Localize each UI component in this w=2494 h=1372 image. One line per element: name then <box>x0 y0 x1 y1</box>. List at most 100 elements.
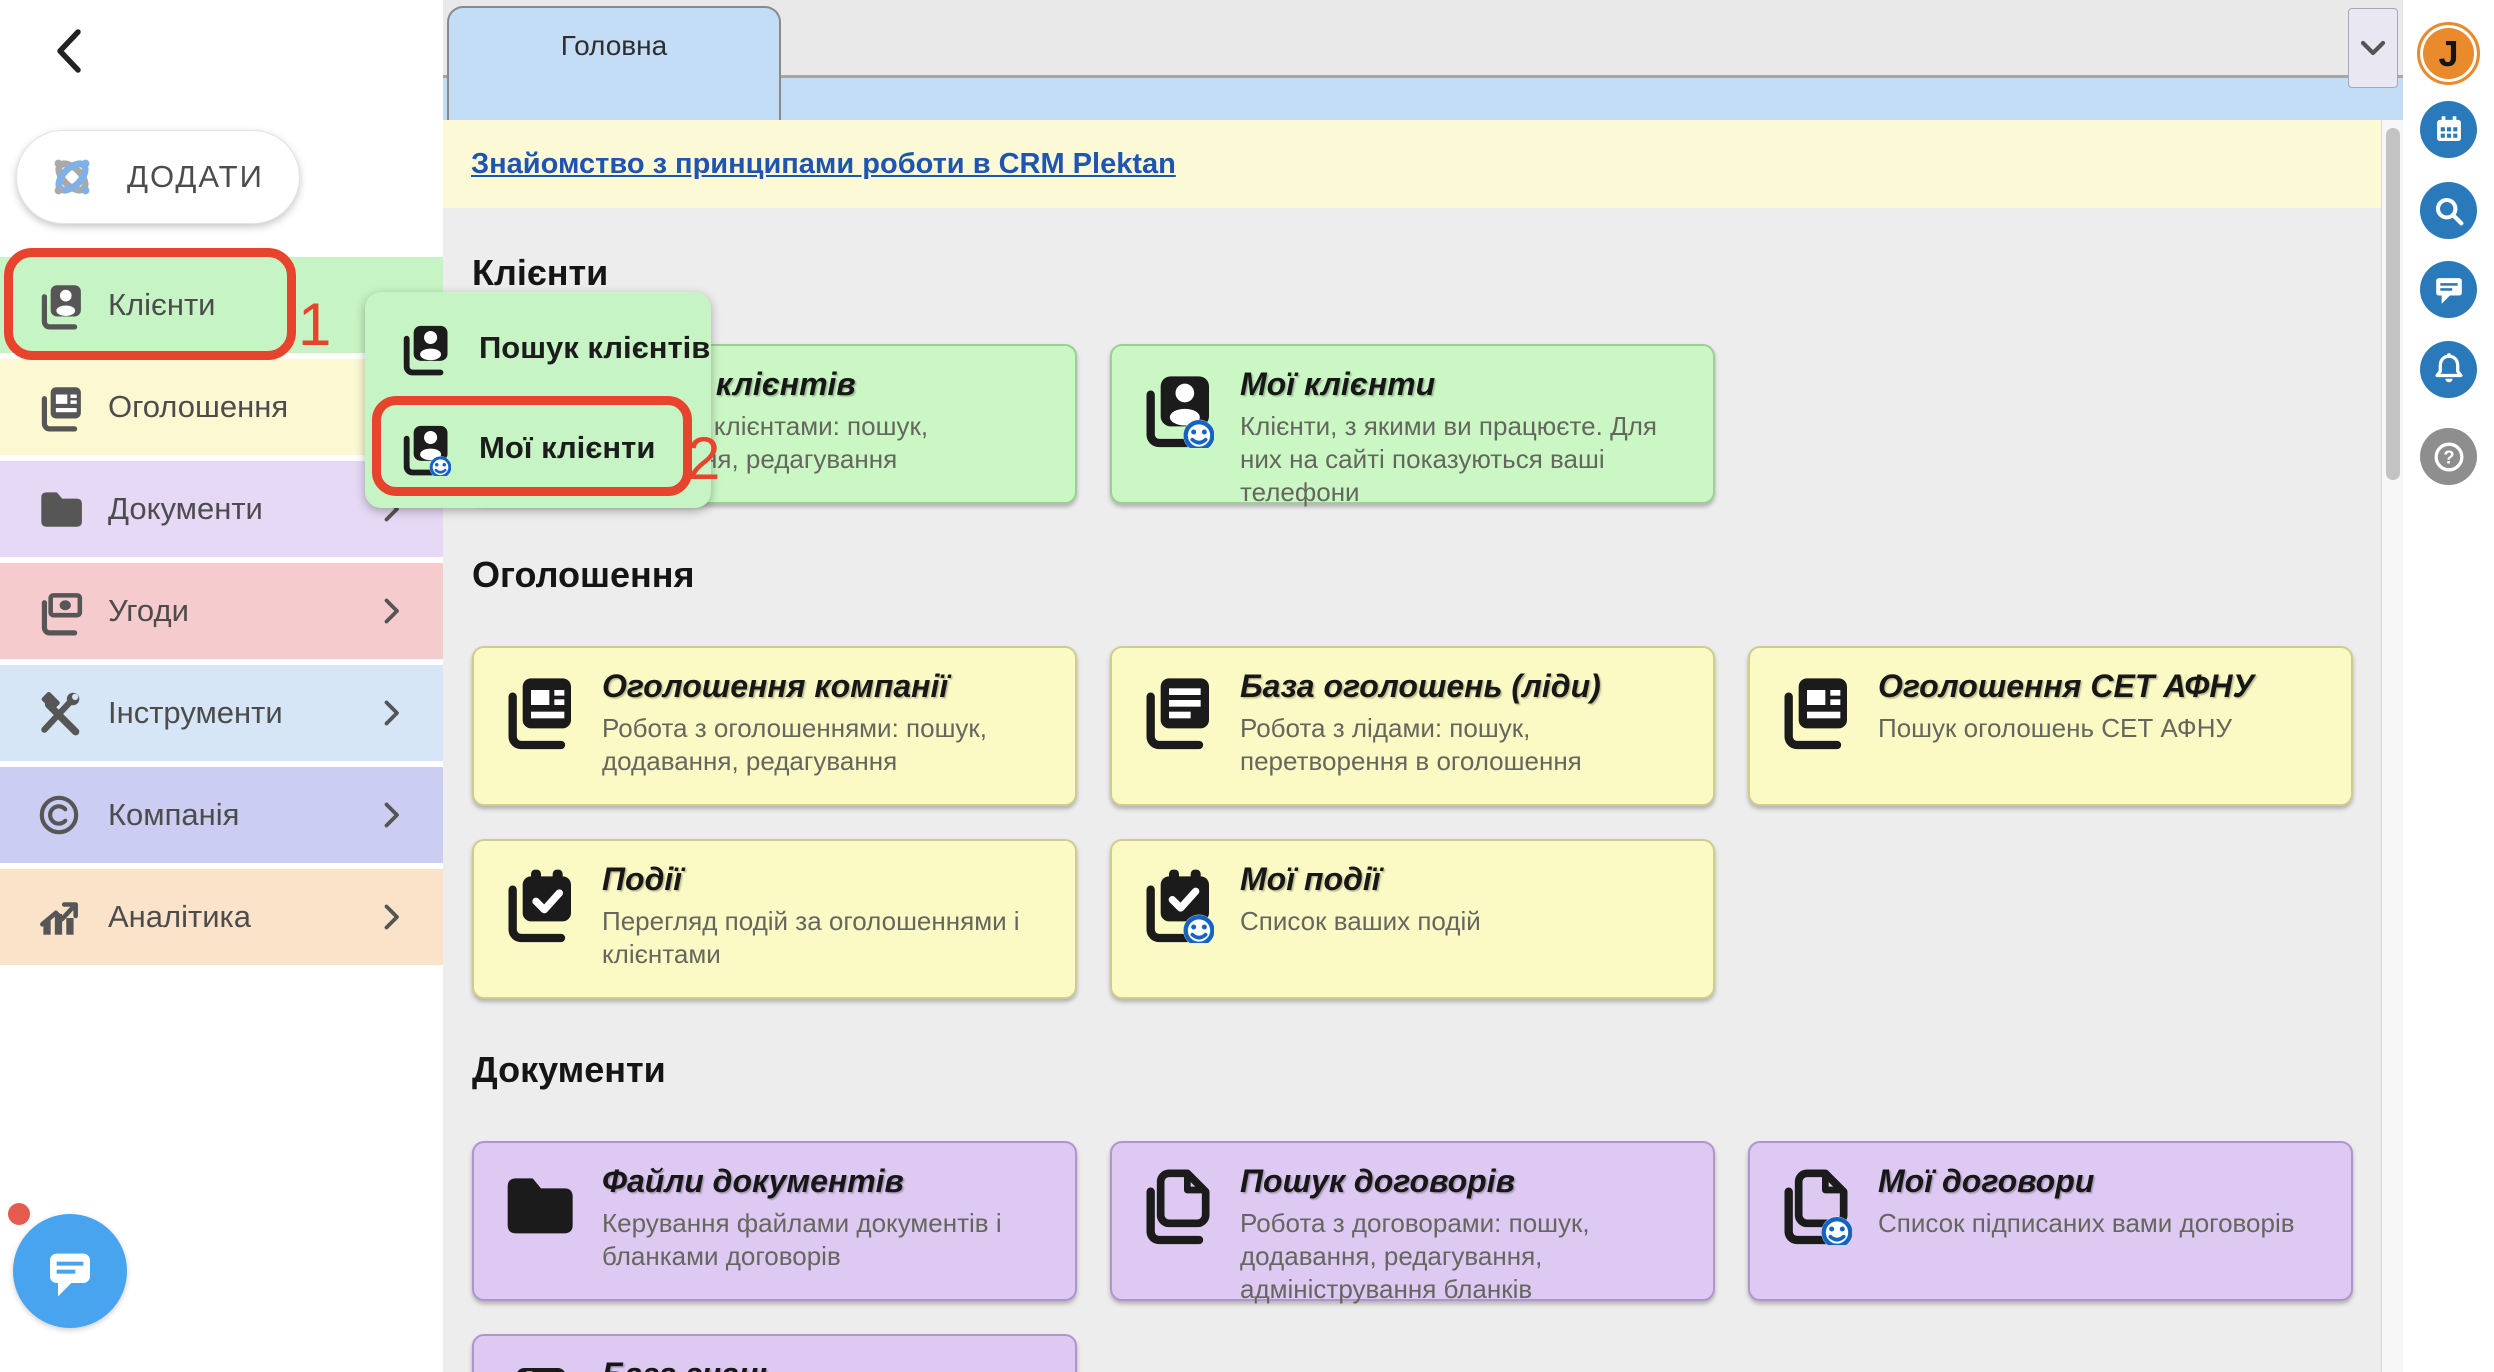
card-text: Мої події Список ваших подій <box>1240 861 1481 977</box>
card-title: Події <box>602 861 683 897</box>
sidebar: ДОДАТИ Клієнти Оголошення Документи Угод… <box>0 0 443 1372</box>
sidebar-item-6[interactable]: Аналітика <box>0 869 443 965</box>
chevron-right-icon <box>373 797 409 833</box>
add-button-label: ДОДАТИ <box>127 159 264 194</box>
card-description: Список ваших подій <box>1240 906 1481 936</box>
bell-icon <box>2427 348 2471 392</box>
sidebar-item-5[interactable]: Компанія <box>0 767 443 863</box>
dashboard-body: Клієнти Пошук клієнтів Робота з клієнтам… <box>443 208 2403 1372</box>
card-text: Мої договори Список підписаних вами дого… <box>1878 1163 2295 1279</box>
bell-button[interactable] <box>2420 341 2477 398</box>
card-description: Робота з договорами: пошук, додавання, р… <box>1240 1208 1590 1304</box>
card-title: Мої клієнти <box>1240 366 1436 402</box>
card-description: Список підписаних вами договорів <box>1878 1208 2295 1238</box>
card[interactable]: Оголошення СЕТ АФНУ Пошук оголошень СЕТ … <box>1748 646 2353 806</box>
sidebar-item-label: Компанія <box>108 797 240 832</box>
calendar-button[interactable] <box>2420 101 2477 158</box>
chevron-right-icon <box>373 695 409 731</box>
card-title: Оголошення компанії <box>602 668 949 704</box>
newspaper-icon <box>1772 670 1852 750</box>
section-title: Оголошення <box>472 554 695 595</box>
chevron-down-icon <box>2353 28 2393 68</box>
add-button[interactable]: ДОДАТИ <box>16 130 300 224</box>
sidebar-item-3[interactable]: Угоди <box>0 563 443 659</box>
calendar-check-smile-icon <box>1134 863 1214 943</box>
card[interactable]: Пошук договорів Робота з договорами: пош… <box>1110 1141 1715 1304</box>
sidebar-item-label: Аналітика <box>108 899 252 934</box>
card[interactable]: Мої події Список ваших подій <box>1110 839 1715 999</box>
sidebar-item-label: Клієнти <box>108 287 216 322</box>
help-icon: ? <box>2427 435 2471 479</box>
sidebar-item-label: Документи <box>108 491 263 526</box>
sidebar-menu: Клієнти Оголошення Документи Угоди Інстр… <box>0 257 443 971</box>
card-title: Пошук договорів <box>1240 1163 1515 1199</box>
card[interactable]: База оголошень (ліди) Робота з лідами: п… <box>1110 646 1715 806</box>
help-button[interactable]: ? <box>2420 428 2477 485</box>
card-title: База оголошень (ліди) <box>1240 668 1601 704</box>
main-content: Головна Знайомство з принципами роботи в… <box>443 0 2403 1372</box>
card-title: Файли документів <box>602 1163 904 1199</box>
card-title: Мої події <box>1240 861 1381 897</box>
right-toolbar: J ? <box>2403 0 2494 1372</box>
submenu-item-1[interactable]: Мої клієнти <box>365 408 711 488</box>
card-description: Пошук оголошень СЕТ АФНУ <box>1878 713 2232 743</box>
card[interactable]: Файли документів Керування файлами докум… <box>472 1141 1077 1301</box>
card-description: Керування файлами документів і бланками … <box>602 1208 1002 1271</box>
card-description: Перегляд подій за оголошеннями і клієнта… <box>602 906 1020 969</box>
search-button[interactable] <box>2420 182 2477 239</box>
calendar-check-icon <box>496 863 576 943</box>
card-text: Події Перегляд подій за оголошеннями і к… <box>602 861 1053 977</box>
submenu-item-label: Мої клієнти <box>479 430 656 465</box>
search-icon <box>2427 189 2471 233</box>
sidebar-item-2[interactable]: Документи <box>0 461 443 557</box>
card-text: Мої клієнти Клієнти, з якими ви працюєте… <box>1240 366 1691 507</box>
card-grid: Оголошення компанії Робота з оголошенням… <box>472 646 2362 999</box>
copyright-icon <box>34 790 84 840</box>
collapse-sidebar-button[interactable] <box>40 20 100 80</box>
card[interactable]: База знань <box>472 1334 1077 1372</box>
scrollbar-thumb[interactable] <box>2386 128 2400 480</box>
chat-bubble-icon <box>38 1239 102 1303</box>
card[interactable]: Мої договори Список підписаних вами дого… <box>1748 1141 2353 1301</box>
card[interactable]: Оголошення компанії Робота з оголошенням… <box>472 646 1077 806</box>
tab-home[interactable]: Головна <box>447 6 781 120</box>
vertical-scrollbar <box>2381 120 2403 1372</box>
card-grid: Пошук клієнтів Робота з клієнтами: пошук… <box>472 344 2362 507</box>
section-title: Документи <box>472 1049 666 1090</box>
chevron-right-icon <box>373 899 409 935</box>
contact-card-icon <box>395 320 451 376</box>
folder-icon <box>496 1165 576 1245</box>
contact-card-smile-icon <box>395 420 451 476</box>
card-title: Мої договори <box>1878 1163 2095 1199</box>
support-chat-button[interactable] <box>13 1214 127 1328</box>
newspaper-icon <box>496 670 576 750</box>
avatar[interactable]: J <box>2417 22 2480 85</box>
newspaper-icon <box>34 382 84 432</box>
svg-text:?: ? <box>2443 446 2454 467</box>
submenu-item-0[interactable]: Пошук клієнтів <box>365 308 711 388</box>
sidebar-item-4[interactable]: Інструменти <box>0 665 443 761</box>
intro-link[interactable]: Знайомство з принципами роботи в CRM Ple… <box>471 147 1176 180</box>
card-text: База оголошень (ліди) Робота з лідами: п… <box>1240 668 1691 784</box>
card-description: Робота з лідами: пошук, перетворення в о… <box>1240 713 1582 776</box>
card-text: Оголошення СЕТ АФНУ Пошук оголошень СЕТ … <box>1878 668 2254 784</box>
clients-submenu: Пошук клієнтів Мої клієнти <box>365 292 711 508</box>
card-description: Робота з оголошеннями: пошук, додавання,… <box>602 713 988 776</box>
chat-button[interactable] <box>2420 261 2477 318</box>
tab-list-dropdown[interactable] <box>2348 8 2398 88</box>
chat-notification-dot <box>8 1203 30 1225</box>
analytics-icon <box>34 892 84 942</box>
card[interactable]: Мої клієнти Клієнти, з якими ви працюєте… <box>1110 344 1715 507</box>
chat-icon <box>2427 268 2471 312</box>
doc-lines-icon <box>1134 670 1214 750</box>
intro-banner: Знайомство з принципами роботи в CRM Ple… <box>443 120 2403 208</box>
contact-card-smile-icon <box>1134 368 1214 448</box>
book-zip-icon <box>496 1358 576 1372</box>
card[interactable]: Події Перегляд подій за оголошеннями і к… <box>472 839 1077 999</box>
avatar-initial: J <box>2438 32 2459 74</box>
card-grid: Файли документів Керування файлами докум… <box>472 1141 2362 1372</box>
folder-icon <box>34 484 84 534</box>
card-title: Оголошення СЕТ АФНУ <box>1878 668 2255 704</box>
page-icon <box>1134 1165 1214 1245</box>
section-title: Клієнти <box>472 252 609 293</box>
